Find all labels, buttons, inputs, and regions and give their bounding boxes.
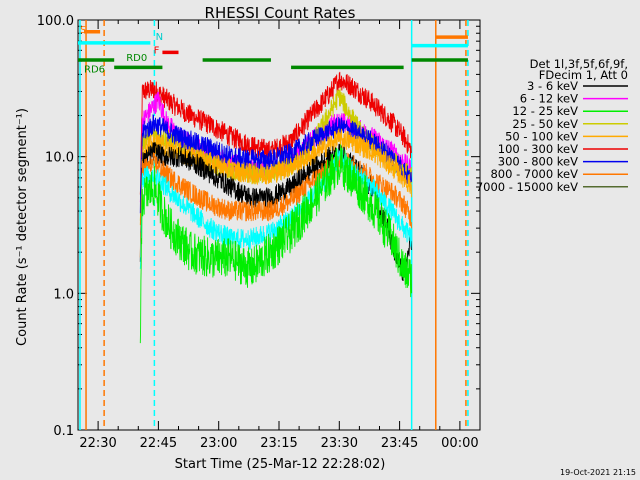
x-tick-label: 00:00 [441, 436, 478, 451]
y-axis-label: Count Rate (s⁻¹ detector segment⁻¹) [15, 108, 30, 346]
state-bar-label: RD0 [126, 53, 147, 64]
y-tick-label: 1.0 [53, 287, 74, 302]
legend-entry-label: 800 - 7000 keV [490, 167, 578, 181]
legend-entry-label: 25 - 50 keV [512, 117, 578, 131]
state-bar-label: RD6 [84, 64, 105, 75]
legend-entry-label: 7000 - 15000 keV [476, 180, 578, 194]
state-bar-label: N [156, 32, 163, 43]
x-tick-label: 22:30 [79, 436, 116, 451]
series-trace [139, 71, 413, 195]
legend-entry-label: 300 - 800 keV [498, 155, 578, 169]
legend-entry-label: 100 - 300 keV [498, 142, 578, 156]
series-trace [139, 149, 413, 258]
state-bar-label: F [154, 45, 160, 56]
chart-title: RHESSI Count Rates [205, 4, 356, 22]
x-tick-label: 22:45 [140, 436, 177, 451]
x-tick-label: 23:00 [200, 436, 237, 451]
y-tick-label: 0.1 [53, 424, 74, 439]
legend-entry-label: 50 - 100 keV [505, 129, 578, 143]
state-bar-label: S [80, 25, 86, 36]
y-tick-label: 10.0 [45, 151, 74, 166]
legend-entry-label: 3 - 6 keV [527, 79, 578, 93]
y-tick-label: 100.0 [37, 14, 74, 29]
plot-area: 0.1 1.0 10.0 100.0 22:30 22:45 23:00 23:15 23:30… [37, 14, 481, 451]
legend-header-line-2: FDecim 1, Att 0 [539, 68, 628, 82]
legend-entry-label: 6 - 12 keV [520, 92, 578, 106]
x-axis-label: Start Time (25-Mar-12 22:28:02) [175, 457, 386, 472]
x-tick-label: 23:45 [381, 436, 418, 451]
x-tick-label: 23:30 [321, 436, 358, 451]
x-tick-label: 23:15 [260, 436, 297, 451]
series-trace [139, 144, 413, 344]
legend-entry-label: 12 - 25 keV [512, 104, 578, 118]
legend-header-line-1: Det 1l,3f,5f,6f,9f, [530, 57, 628, 71]
timestamp: 19-Oct-2021 21:15 [560, 468, 636, 477]
